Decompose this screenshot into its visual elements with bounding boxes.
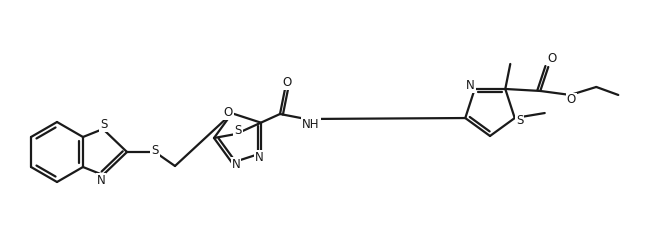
Text: O: O [282, 76, 292, 89]
Text: N: N [255, 151, 263, 164]
Text: S: S [101, 119, 108, 131]
Text: O: O [548, 52, 557, 65]
Text: S: S [516, 113, 524, 127]
Text: N: N [466, 79, 475, 92]
Text: O: O [567, 94, 576, 106]
Text: S: S [151, 145, 159, 158]
Text: N: N [97, 173, 105, 186]
Text: N: N [232, 158, 240, 171]
Text: S: S [234, 125, 242, 137]
Text: O: O [223, 106, 232, 119]
Text: NH: NH [302, 118, 320, 131]
